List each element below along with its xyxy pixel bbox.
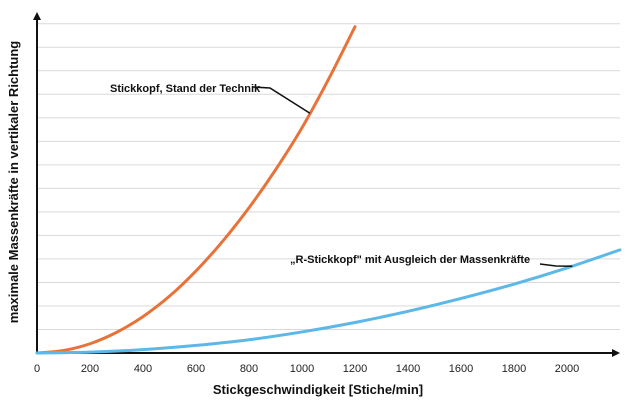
x-tick-label: 2000 xyxy=(555,363,579,375)
series-lines xyxy=(35,25,622,355)
annotations: Stickkopf, Stand der Technik „R-Stickkopf… xyxy=(110,83,573,267)
annotation-label: Stickkopf, Stand der Technik xyxy=(110,83,261,95)
annotation-label: „R-Stickkopf" mit Ausgleich der Massenkr… xyxy=(290,254,530,266)
series-line-conventional xyxy=(35,25,357,355)
x-tick-labels: 0 200 400 600 800 1000 1200 1400 1600 1800 2000 xyxy=(34,363,579,375)
x-tick-label: 1400 xyxy=(396,363,420,375)
y-axis-title: maximale Massenkräfte in vertikaler Rich… xyxy=(6,41,21,324)
annotation-leader-line xyxy=(252,86,311,114)
x-tick-label: 600 xyxy=(187,363,205,375)
x-tick-label: 1000 xyxy=(290,363,314,375)
annotation-leader-line xyxy=(539,263,573,267)
x-tick-label: 1800 xyxy=(502,363,526,375)
series-line-compensated xyxy=(35,248,622,355)
y-axis-arrow-icon xyxy=(33,12,41,20)
x-tick-label: 400 xyxy=(134,363,152,375)
x-tick-label: 1600 xyxy=(449,363,473,375)
x-tick-label: 1200 xyxy=(343,363,367,375)
x-axis-title: Stickgeschwindigkeit [Stiche/min] xyxy=(213,382,423,397)
x-axis-arrow-icon xyxy=(612,349,620,357)
axes xyxy=(33,12,620,357)
x-tick-label: 200 xyxy=(81,363,99,375)
x-tick-label: 0 xyxy=(34,363,40,375)
x-tick-label: 800 xyxy=(240,363,258,375)
gridlines xyxy=(37,23,620,330)
